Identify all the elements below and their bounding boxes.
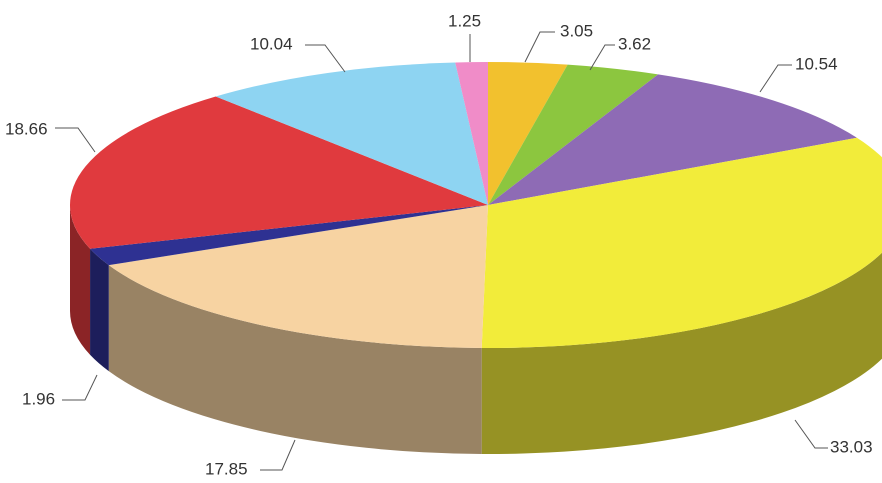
pie-slice: [488, 74, 857, 205]
data-label: 18.66: [5, 119, 48, 138]
leader-line: [794, 419, 828, 449]
leader-line: [759, 64, 792, 93]
pie-slice: [90, 205, 489, 266]
pie-wall: [70, 205, 91, 355]
data-label: 1.96: [22, 389, 55, 408]
data-label: 33.03: [830, 437, 873, 456]
data-label: 3.05: [560, 21, 593, 40]
pie-slice: [215, 62, 488, 205]
pie-slice: [481, 137, 882, 348]
data-label: 10.04: [250, 34, 293, 53]
data-label: 17.85: [205, 459, 248, 478]
leader-line: [260, 439, 296, 471]
pie-slice: [108, 205, 488, 348]
pie-wall: [108, 265, 482, 454]
pie-slice: [488, 64, 659, 205]
leader-line: [524, 31, 555, 63]
pie-wall: [90, 248, 109, 372]
data-label: 3.62: [618, 34, 651, 53]
pie-slice: [488, 62, 568, 205]
leader-line: [305, 44, 346, 73]
data-label: 1.25: [448, 11, 481, 30]
leader-line: [62, 374, 98, 401]
pie-slice: [455, 62, 488, 205]
leader-line: [55, 127, 96, 153]
pie-wall: [481, 252, 882, 454]
leader-line: [589, 44, 615, 71]
data-label: 10.54: [795, 54, 838, 73]
pie-slice: [70, 96, 488, 249]
